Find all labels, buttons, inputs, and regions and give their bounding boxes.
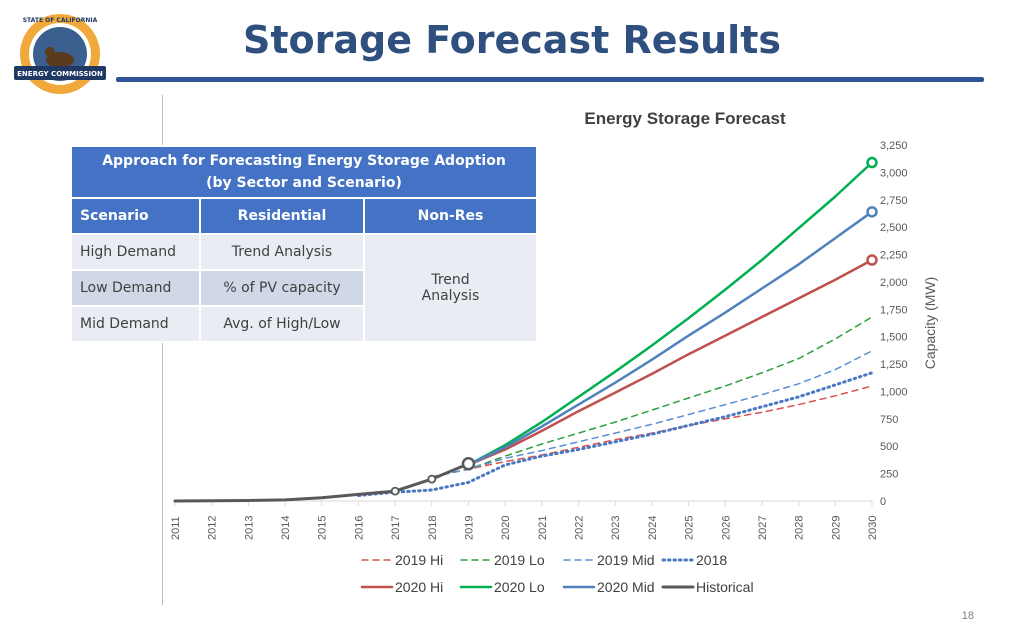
y-tick-label: 1,500: [880, 332, 908, 344]
approach-table: Approach for Forecasting Energy Storage …: [70, 145, 538, 343]
slide-title: Storage Forecast Results: [243, 18, 781, 62]
table-header-line2: (by Sector and Scenario): [206, 175, 402, 191]
logo-top-text: STATE OF CALIFORNIA: [23, 17, 98, 24]
x-tick-label: 2028: [794, 516, 806, 540]
x-tick-label: 2025: [684, 516, 696, 540]
x-tick-label: 2023: [610, 516, 622, 540]
residential-cell: Trend Analysis: [199, 233, 365, 271]
scenario-cell: Mid Demand: [70, 305, 201, 343]
x-tick-label: 2017: [390, 516, 402, 540]
x-tick-label: 2024: [647, 516, 659, 540]
x-tick-label: 2021: [537, 516, 549, 540]
legend-label: Historical: [696, 579, 754, 595]
table-row: Mid Demand Avg. of High/Low: [70, 305, 537, 343]
y-tick-label: 0: [880, 496, 886, 508]
series-line-historical: [173, 462, 470, 503]
x-tick-label: 2020: [500, 516, 512, 540]
nonres-line2: Analysis: [421, 288, 480, 304]
y-tick-label: 3,250: [880, 140, 908, 152]
historical-marker: [461, 457, 476, 471]
x-tick-label: 2012: [207, 516, 219, 540]
nonres-line1: Trend: [431, 272, 470, 288]
y-tick-label: 250: [880, 469, 898, 481]
x-tick-label: 2013: [243, 516, 255, 540]
series-line-2020-hi: [467, 258, 874, 467]
table-header-line1: Approach for Forecasting Energy Storage …: [102, 153, 506, 169]
x-tick-label: 2019: [463, 516, 475, 540]
series-line-2020-mid: [467, 210, 874, 467]
y-tick-label: 750: [880, 414, 898, 426]
y-tick-label: 1,750: [880, 304, 908, 316]
vertical-divider: [162, 95, 163, 605]
legend-label: 2020 Mid: [597, 579, 655, 595]
y-tick-label: 3,000: [880, 167, 908, 179]
legend-label: 2018: [696, 552, 727, 568]
california-energy-commission-logo: ENERGY COMMISSION STATE OF CALIFORNIA: [14, 14, 106, 94]
series-line-2020-lo: [467, 161, 874, 467]
x-tick-label: 2011: [170, 516, 182, 540]
x-tick-label: 2030: [867, 516, 879, 540]
page-number: 18: [961, 610, 974, 622]
legend-label: 2019 Mid: [597, 552, 655, 568]
y-axis-label: Capacity (MW): [922, 277, 938, 370]
series-line-2019-hi: [431, 385, 873, 478]
x-tick-label: 2029: [830, 516, 842, 540]
y-tick-label: 1,000: [880, 386, 908, 398]
series-line-2019-mid: [431, 350, 873, 478]
x-tick-label: 2014: [280, 516, 292, 540]
chart-title: Energy Storage Forecast: [584, 109, 786, 128]
endpoint-marker: [866, 254, 878, 266]
table-header: Approach for Forecasting Energy Storage …: [70, 145, 538, 199]
x-tick-label: 2016: [353, 516, 365, 540]
residential-cell: Avg. of High/Low: [199, 305, 365, 343]
endpoint-marker: [866, 156, 878, 169]
series-line-2019-lo: [431, 316, 873, 478]
column-header-nonres: Non-Res: [363, 197, 538, 235]
historical-marker: [390, 486, 400, 496]
table-row: High Demand Trend Analysis Trend Analysi…: [70, 233, 538, 343]
residential-cell: % of PV capacity: [199, 269, 365, 307]
series-line-2018: [356, 371, 874, 497]
legend-label: 2019 Hi: [395, 552, 443, 568]
scenario-cell: High Demand: [70, 233, 201, 271]
legend-label: 2020 Hi: [395, 579, 443, 595]
x-tick-label: 2022: [574, 516, 586, 540]
scenario-cell: Low Demand: [70, 269, 201, 307]
legend-label: 2019 Lo: [494, 552, 545, 568]
logo-ribbon-text: ENERGY COMMISSION: [17, 70, 103, 78]
historical-marker: [427, 474, 437, 484]
y-tick-label: 500: [880, 441, 898, 453]
y-tick-label: 2,750: [880, 195, 908, 207]
title-underline: [116, 77, 984, 82]
table-row: Low Demand % of PV capacity: [70, 269, 537, 307]
y-tick-label: 2,000: [880, 277, 908, 289]
nonres-cell: Trend Analysis: [363, 233, 538, 343]
x-tick-label: 2026: [720, 516, 732, 540]
y-tick-label: 2,250: [880, 250, 908, 262]
legend-label: 2020 Lo: [494, 579, 545, 595]
x-tick-label: 2027: [757, 516, 769, 540]
column-header-residential: Residential: [199, 197, 365, 235]
x-tick-label: 2018: [427, 516, 439, 540]
x-tick-label: 2015: [317, 516, 329, 540]
y-tick-label: 1,250: [880, 359, 908, 371]
y-tick-label: 2,500: [880, 222, 908, 234]
column-header-scenario: Scenario: [70, 197, 201, 235]
endpoint-marker: [866, 206, 878, 218]
